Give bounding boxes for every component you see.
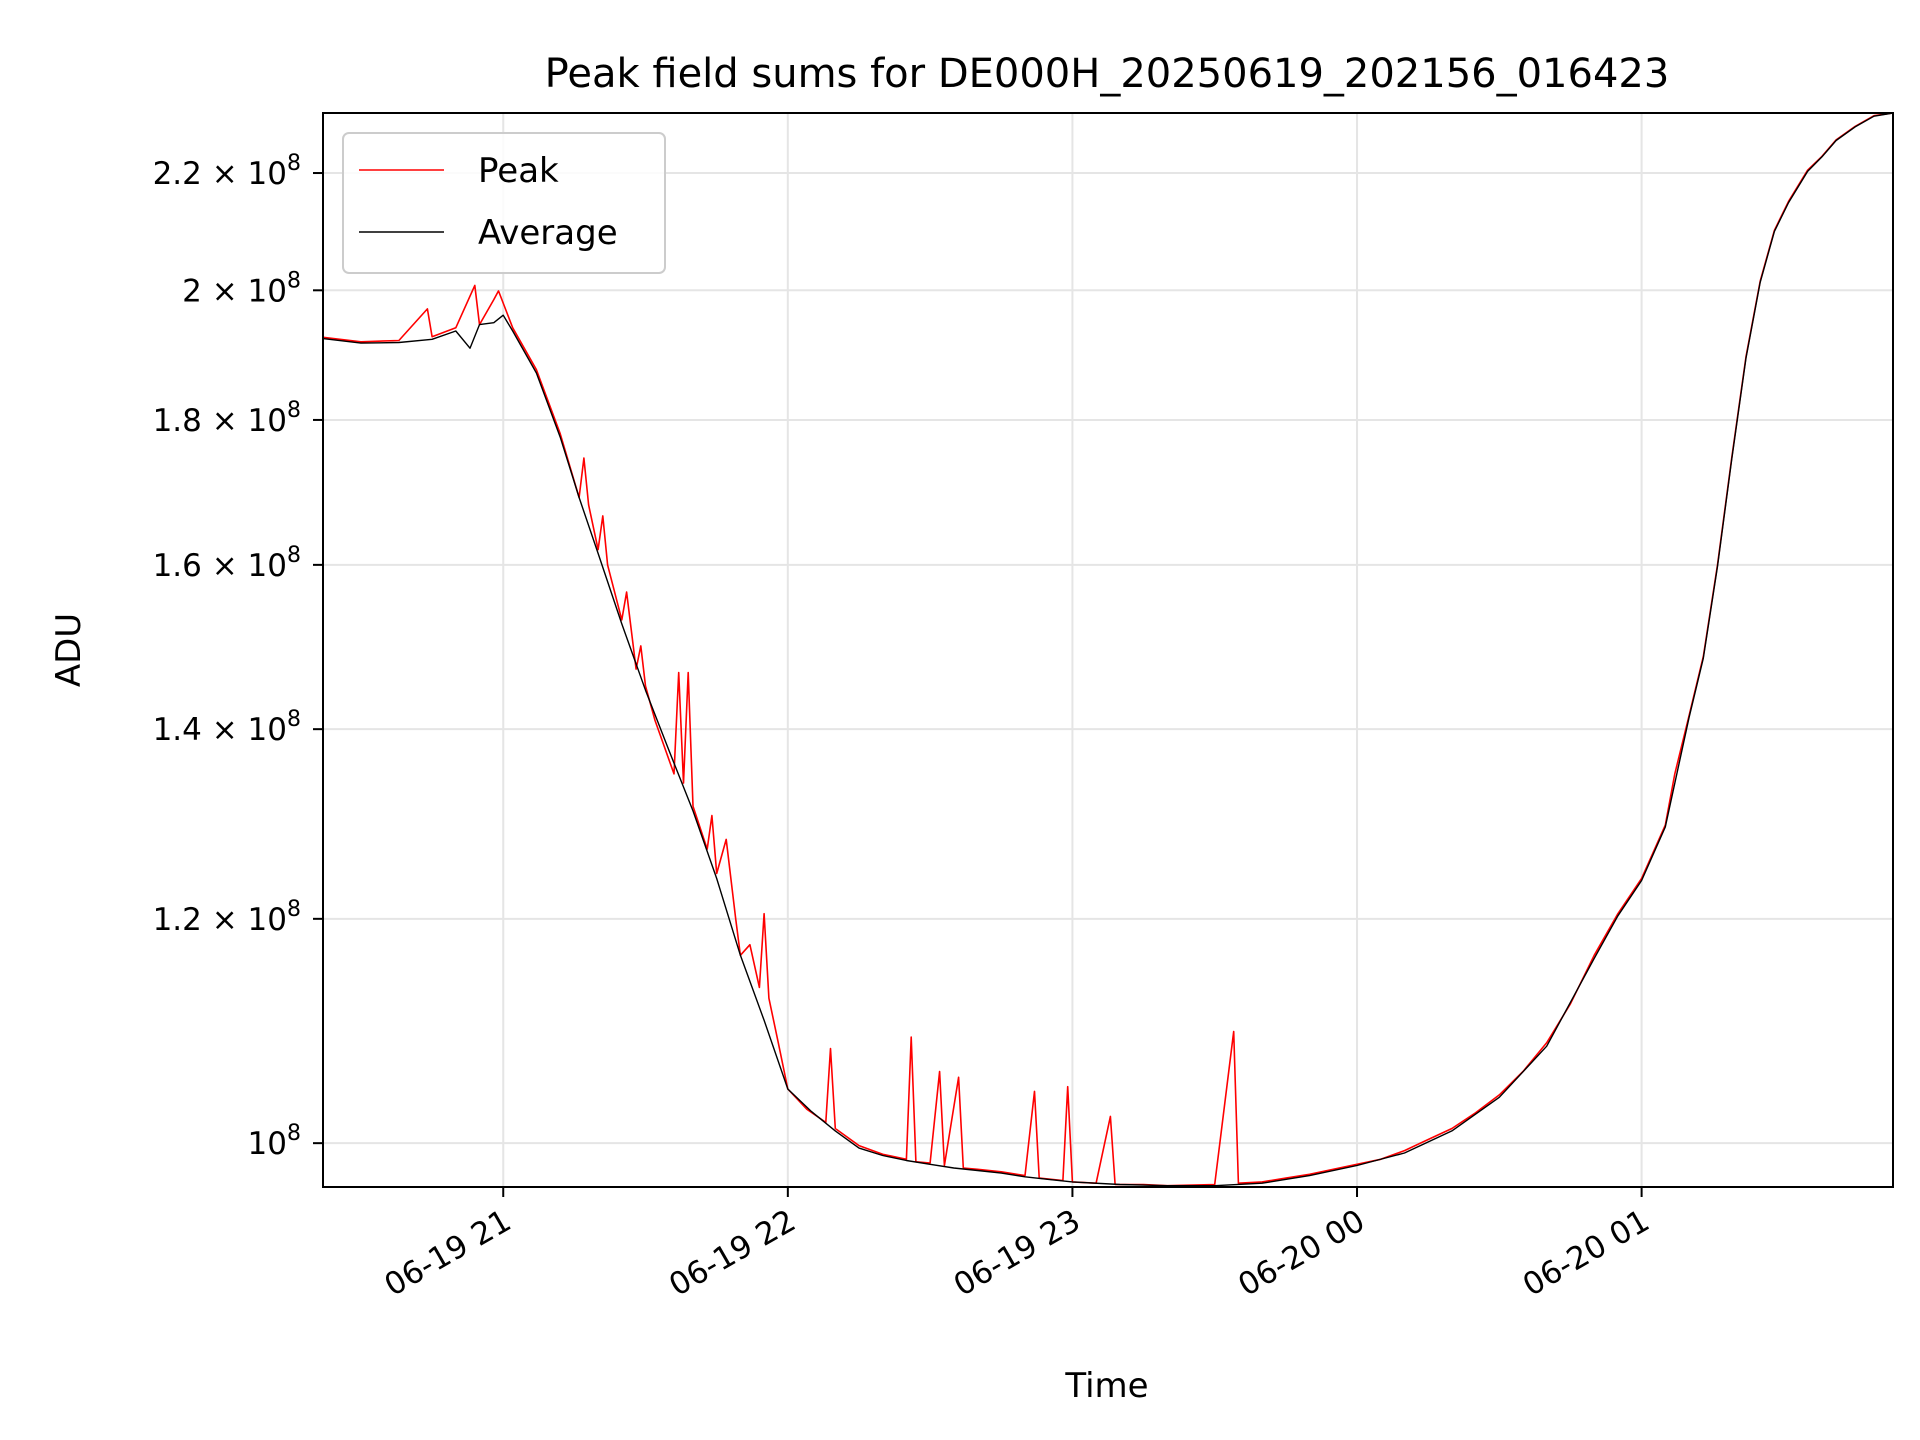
legend-box [342,132,666,274]
series-line-average [322,112,1894,1187]
y-tick-label: 108 [248,1121,301,1162]
y-axis: 108 1.2 × 108 1.4 × 108 1.6 × 108 1.8 × 108 2… [153,151,323,1162]
grid [323,113,1893,1187]
y-tick-label: 1.2 × 108 [153,897,301,938]
legend-label-peak: Peak [478,151,559,191]
y-axis-label: ADU [49,613,89,687]
legend-label-average: Average [478,213,618,253]
series-layer [322,112,1894,1187]
legend: Peak Average [342,132,666,274]
y-tick-label: 1.6 × 108 [153,543,301,584]
x-axis-label: Time [1064,1366,1148,1406]
chart-title: Peak field sums for DE000H_20250619_2021… [545,51,1670,97]
y-tick-label: 1.8 × 108 [153,398,301,439]
y-tick-label: 2 × 108 [182,268,301,309]
series-line-peak [322,112,1894,1187]
y-tick-label: 1.4 × 108 [153,707,301,748]
plot-frame [322,112,1894,1188]
y-tick-label: 2.2 × 108 [153,151,301,192]
